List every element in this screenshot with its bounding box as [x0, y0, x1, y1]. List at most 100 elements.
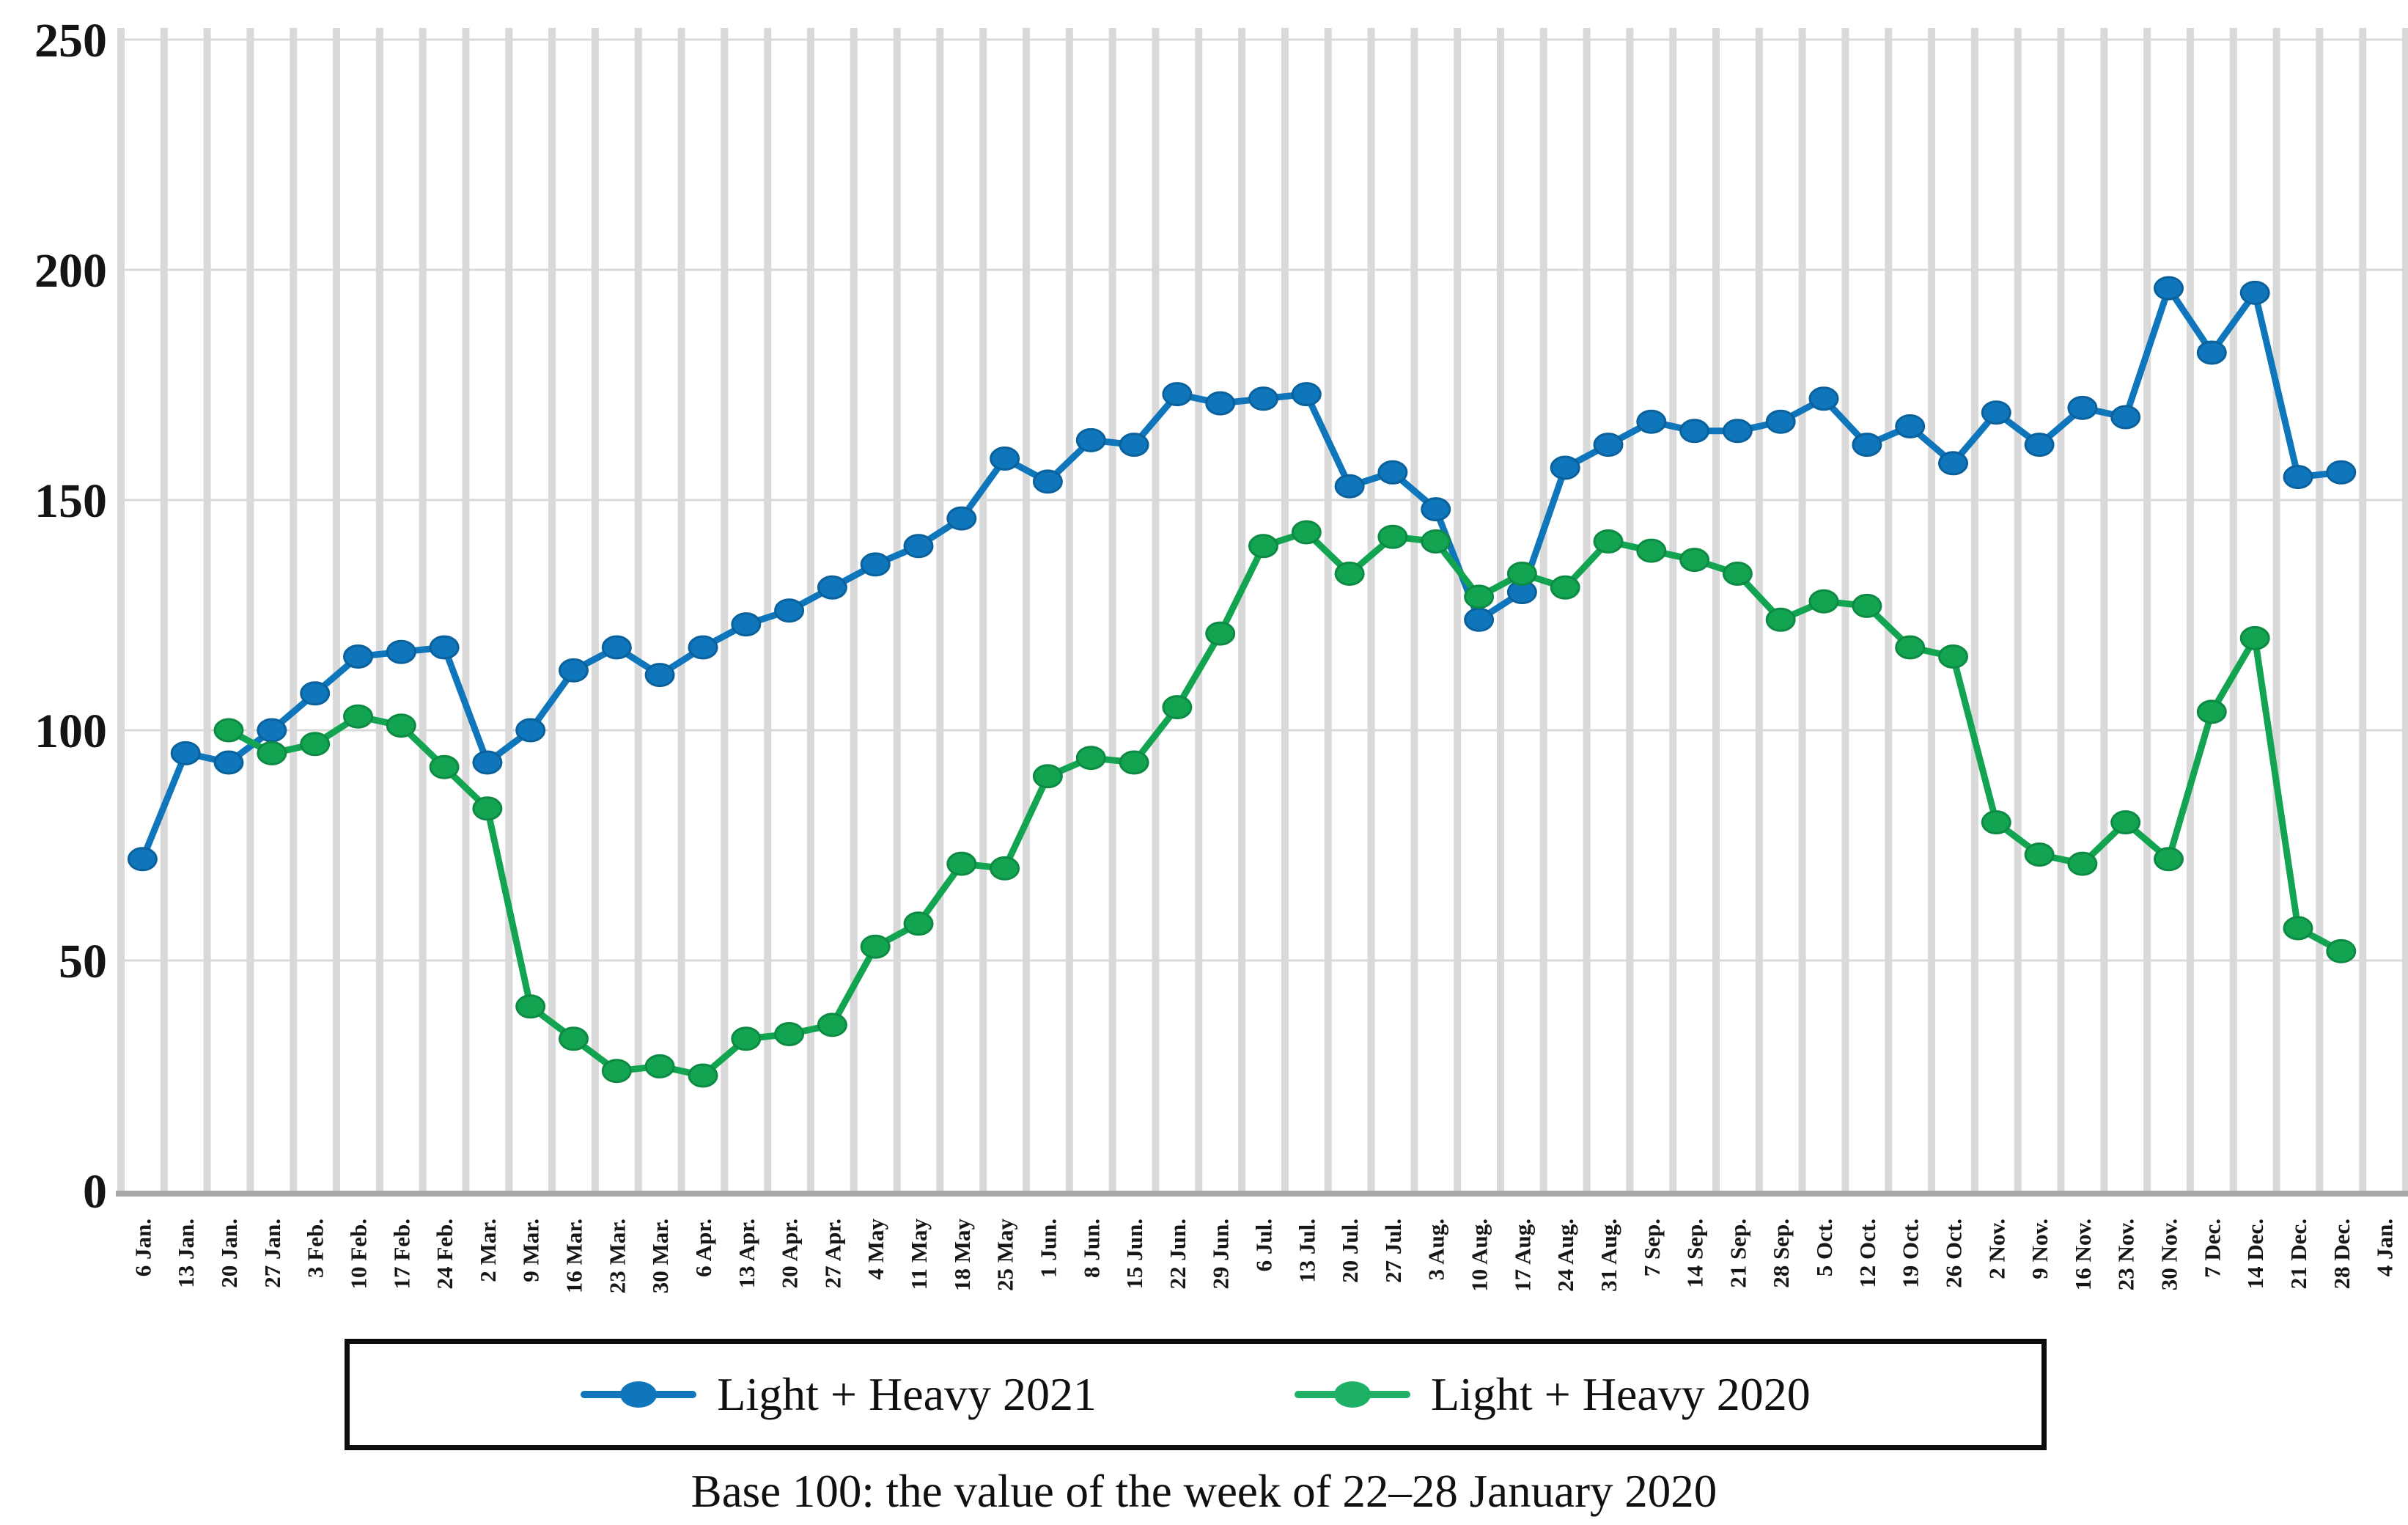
data-point-marker — [386, 639, 416, 664]
data-point-marker — [1291, 520, 1322, 545]
data-point-marker — [1032, 469, 1063, 494]
y-tick-label: 100 — [34, 705, 107, 758]
x-tick-label: 27 Jan. — [259, 1219, 285, 1288]
data-point-marker — [774, 598, 805, 623]
x-tick-label: 23 Nov. — [2113, 1219, 2139, 1290]
data-point-marker — [990, 856, 1020, 881]
x-tick-label: 15 Jun. — [1122, 1219, 1147, 1289]
data-point-marker — [559, 658, 589, 683]
data-point-marker — [1377, 524, 1408, 549]
data-point-marker — [2326, 460, 2357, 485]
x-tick-label: 31 Aug. — [1596, 1219, 1621, 1292]
x-tick-label: 14 Sep. — [1682, 1219, 1708, 1288]
x-axis-labels: 6 Jan. 13 Jan. 20 Jan. 27 Jan. 3 Feb. 10 Feb.… — [130, 1219, 2397, 1294]
data-point-marker — [990, 447, 1020, 471]
x-tick-label: 17 Feb. — [389, 1219, 414, 1289]
data-point-marker — [2024, 433, 2055, 457]
data-point-marker — [860, 934, 891, 959]
data-point-marker — [213, 718, 244, 743]
data-point-marker — [386, 713, 416, 738]
data-point-marker — [257, 718, 287, 743]
data-point-marker — [1205, 621, 1236, 646]
x-tick-label: 2 Nov. — [1984, 1219, 2009, 1279]
x-tick-label: 7 Sep. — [1639, 1219, 1665, 1276]
x-tick-label: 8 Jun. — [1078, 1219, 1104, 1278]
data-point-marker — [2154, 847, 2184, 872]
legend-label-2020: Light + Heavy 2020 — [1431, 1368, 1811, 1420]
data-point-marker — [601, 1059, 632, 1084]
data-point-marker — [1248, 534, 1278, 559]
data-point-marker — [1593, 529, 1624, 554]
series-line — [139, 284, 2345, 863]
data-point-marker — [1119, 433, 1149, 457]
data-point-marker — [2196, 699, 2227, 724]
data-point-marker — [946, 851, 977, 876]
x-tick-label: 1 Jun. — [1035, 1219, 1061, 1278]
data-point-marker — [300, 681, 331, 706]
data-point-marker — [1075, 427, 1106, 452]
x-tick-label: 13 Jan. — [173, 1219, 199, 1288]
data-point-marker — [1162, 695, 1193, 720]
data-point-marker — [1032, 764, 1063, 789]
data-point-marker — [213, 750, 244, 775]
data-point-marker — [300, 732, 331, 757]
data-point-marker — [1377, 460, 1408, 485]
data-point-marker — [2283, 465, 2313, 490]
x-tick-label: 13 Apr. — [734, 1219, 759, 1288]
x-tick-label: 27 Apr. — [820, 1219, 845, 1288]
x-tick-label: 19 Oct. — [1898, 1219, 1923, 1288]
data-point-marker — [731, 612, 762, 637]
figure-caption: Base 100: the value of the week of 22–28… — [691, 1466, 1717, 1517]
x-tick-label: 4 Jan. — [2372, 1219, 2398, 1276]
data-point-marker — [1550, 575, 1580, 600]
data-point-marker — [2067, 395, 2098, 420]
data-point-marker — [903, 911, 934, 936]
x-tick-label: 18 May — [949, 1219, 975, 1292]
x-tick-label: 21 Sep. — [1725, 1219, 1750, 1288]
data-point-marker — [1895, 635, 1926, 660]
x-tick-label: 12 Oct. — [1855, 1219, 1880, 1288]
data-point-marker — [429, 635, 460, 660]
data-point-marker — [1765, 607, 1796, 632]
series-2021 — [127, 276, 2357, 872]
chart-legend: Light + Heavy 2021 Light + Heavy 2020 — [345, 1339, 2047, 1450]
data-point-marker — [860, 552, 891, 577]
data-point-marker — [1291, 382, 1322, 407]
x-tick-label: 29 Jun. — [1208, 1219, 1234, 1289]
x-tick-label: 20 Jan. — [216, 1219, 242, 1288]
data-point-marker — [1550, 455, 1580, 480]
data-point-marker — [1636, 538, 1667, 563]
data-point-marker — [1162, 382, 1193, 407]
data-point-marker — [903, 534, 934, 559]
data-point-marker — [1808, 386, 1839, 411]
x-tick-label: 6 Apr. — [691, 1219, 716, 1277]
x-tick-label: 14 Dec. — [2242, 1219, 2268, 1289]
vertical-gridlines — [117, 28, 2408, 1191]
data-point-marker — [1636, 409, 1667, 434]
data-point-marker — [2110, 405, 2141, 430]
data-point-marker — [1852, 593, 1882, 618]
data-point-marker — [2283, 916, 2313, 941]
data-point-marker — [429, 754, 460, 779]
y-axis-labels: 0 50 100 150 200 250 — [34, 14, 107, 1219]
y-tick-label: 250 — [34, 14, 107, 67]
legend-label-2021: Light + Heavy 2021 — [717, 1368, 1097, 1420]
data-point-marker — [946, 506, 977, 531]
data-point-marker — [343, 704, 373, 729]
legend-item-2021: Light + Heavy 2021 — [581, 1367, 1097, 1422]
horizontal-gridlines — [117, 38, 2406, 962]
x-tick-label: 4 May — [863, 1219, 888, 1280]
data-point-marker — [2239, 280, 2270, 305]
data-point-marker — [1205, 391, 1236, 416]
data-point-marker — [1679, 548, 1710, 573]
data-point-marker — [127, 847, 158, 872]
x-tick-label: 16 Mar. — [562, 1219, 587, 1293]
data-point-marker — [170, 741, 201, 765]
x-tick-label: 26 Oct. — [1940, 1219, 1966, 1288]
data-point-marker — [2196, 340, 2227, 365]
data-point-marker — [472, 796, 503, 821]
x-tick-label: 20 Jul. — [1337, 1219, 1363, 1283]
legend-item-2020: Light + Heavy 2020 — [1295, 1367, 1811, 1422]
data-point-marker — [1808, 589, 1839, 614]
